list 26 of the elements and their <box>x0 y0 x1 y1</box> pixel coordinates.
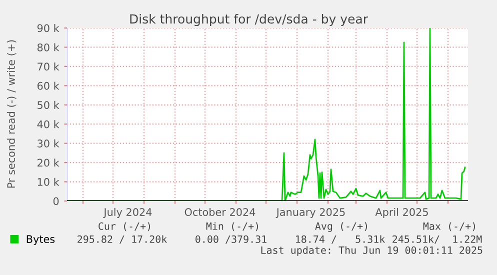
chart-title: Disk throughput for /dev/sda - by year <box>130 14 368 26</box>
x-tick-label: July 2024 <box>103 208 152 218</box>
y-tick-label: 70 k <box>38 62 60 71</box>
y-tick-label: 40 k <box>37 120 60 128</box>
y-tick-label: 20 k <box>38 158 60 167</box>
text: Last update: Thu Jun 19 00:01:11 2025 <box>261 246 482 256</box>
text: 295.82 / 17.20k <box>78 235 168 244</box>
y-tick-label: 60 k <box>37 82 60 90</box>
text: 0.00 /379.31 <box>196 235 266 244</box>
y-tick-label: 30 k <box>38 139 60 148</box>
y-tick-label: 90 k <box>37 24 60 32</box>
text: Avg (-/+) <box>315 222 368 232</box>
text: 18.74 / 5.31k <box>296 235 386 244</box>
x-tick-label: April 2025 <box>375 208 428 218</box>
text: Max (-/+) <box>423 222 476 232</box>
text: 245.51k/ 1.22M <box>392 235 482 244</box>
text: Min (-/+) <box>206 222 258 232</box>
y-tick-label: 80 k <box>37 43 60 52</box>
y-tick-label: 10 k <box>38 178 60 186</box>
y-axis-title: Pr second read (-) / write (+) <box>6 40 16 188</box>
x-tick-label: January 2025 <box>276 208 345 218</box>
x-tick-label: October 2024 <box>184 208 256 216</box>
y-tick-label: 50 k <box>38 100 60 109</box>
legend-label: Bytes <box>26 235 55 246</box>
y-tick-label: 0 <box>53 197 59 206</box>
text: Cur (-/+) <box>98 222 150 232</box>
